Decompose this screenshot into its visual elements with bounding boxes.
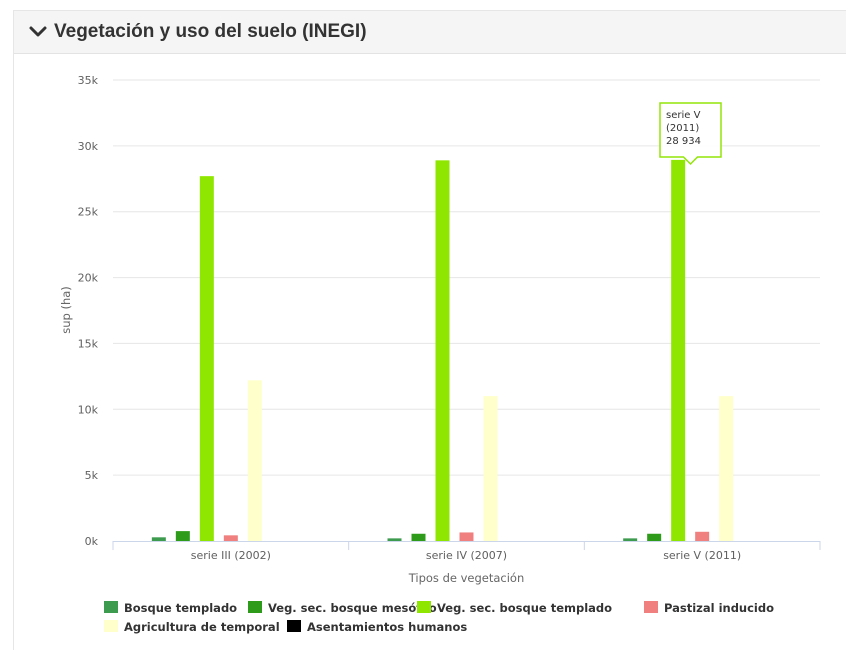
- y-tick-label: 10k: [78, 403, 99, 416]
- legend-item[interactable]: Pastizal inducido: [644, 601, 774, 615]
- legend-label: Bosque templado: [124, 601, 237, 615]
- y-tick-label: 15k: [78, 337, 99, 350]
- tooltip-line: (2011): [666, 123, 699, 134]
- y-tick-label: 5k: [85, 469, 99, 482]
- bars: [151, 159, 734, 542]
- legend-label: Asentamientos humanos: [307, 620, 467, 634]
- bar[interactable]: [199, 176, 214, 541]
- legend-item[interactable]: Asentamientos humanos: [287, 620, 467, 634]
- bar[interactable]: [671, 159, 686, 541]
- legend-label: Veg. sec. bosque mesófilo: [268, 601, 437, 615]
- legend-label: Pastizal inducido: [664, 601, 774, 615]
- tooltip-line: serie V: [666, 110, 701, 121]
- panel-title: Vegetación y uso del suelo (INEGI): [54, 21, 367, 42]
- legend-label: Agricultura de temporal: [124, 620, 280, 634]
- chevron-down-icon[interactable]: [28, 22, 48, 42]
- legend-item[interactable]: Veg. sec. bosque mesófilo: [248, 601, 437, 615]
- bar[interactable]: [387, 538, 402, 541]
- y-tick-labels: 0k 5k 10k 15k 20k 25k 30k 35k: [78, 74, 99, 548]
- bar[interactable]: [151, 537, 166, 541]
- legend-swatch: [104, 601, 118, 613]
- legend-item[interactable]: Veg. sec. bosque templado: [417, 601, 612, 615]
- y-tick-label: 25k: [78, 206, 99, 219]
- tooltip-box: [659, 102, 722, 166]
- bar[interactable]: [695, 531, 710, 541]
- legend-item[interactable]: Bosque templado: [104, 601, 237, 615]
- bar[interactable]: [459, 532, 474, 541]
- bar[interactable]: [483, 396, 498, 541]
- tooltip-line: 28 934: [666, 136, 701, 147]
- x-tick-labels: serie III (2002) serie IV (2007) serie V (…: [191, 549, 741, 562]
- y-tick-label: 0k: [85, 535, 99, 548]
- bar[interactable]: [411, 533, 426, 541]
- legend-label: Veg. sec. bosque templado: [437, 601, 612, 615]
- legend-swatch: [417, 601, 431, 613]
- legend-item[interactable]: Agricultura de temporal: [104, 620, 280, 634]
- y-tick-label: 20k: [78, 272, 99, 285]
- legend-swatch: [287, 620, 301, 632]
- bar[interactable]: [719, 396, 734, 541]
- x-tick-label: serie IV (2007): [426, 549, 507, 562]
- x-axis-title: Tipos de vegetación: [408, 571, 525, 585]
- bar[interactable]: [175, 531, 190, 541]
- bar[interactable]: [435, 160, 450, 542]
- x-tick-label: serie V (2011): [663, 549, 741, 562]
- y-tick-label: 35k: [78, 74, 99, 87]
- tooltip: serie V (2011) 28 934: [659, 102, 722, 166]
- gridlines: [113, 79, 820, 476]
- bar[interactable]: [647, 533, 662, 541]
- bar[interactable]: [223, 535, 238, 541]
- bar[interactable]: [247, 380, 262, 541]
- legend-swatch: [104, 620, 118, 632]
- legend-swatch: [248, 601, 262, 613]
- panel-header[interactable]: Vegetación y uso del suelo (INEGI): [14, 11, 846, 54]
- legend-swatch: [644, 601, 658, 613]
- bar[interactable]: [623, 538, 638, 541]
- y-axis-title: sup (ha): [59, 286, 73, 334]
- x-axis: [112, 541, 821, 550]
- x-tick-label: serie III (2002): [191, 549, 271, 562]
- legend: Bosque templado Veg. sec. bosque mesófilo…: [104, 601, 774, 634]
- y-tick-label: 30k: [78, 140, 99, 153]
